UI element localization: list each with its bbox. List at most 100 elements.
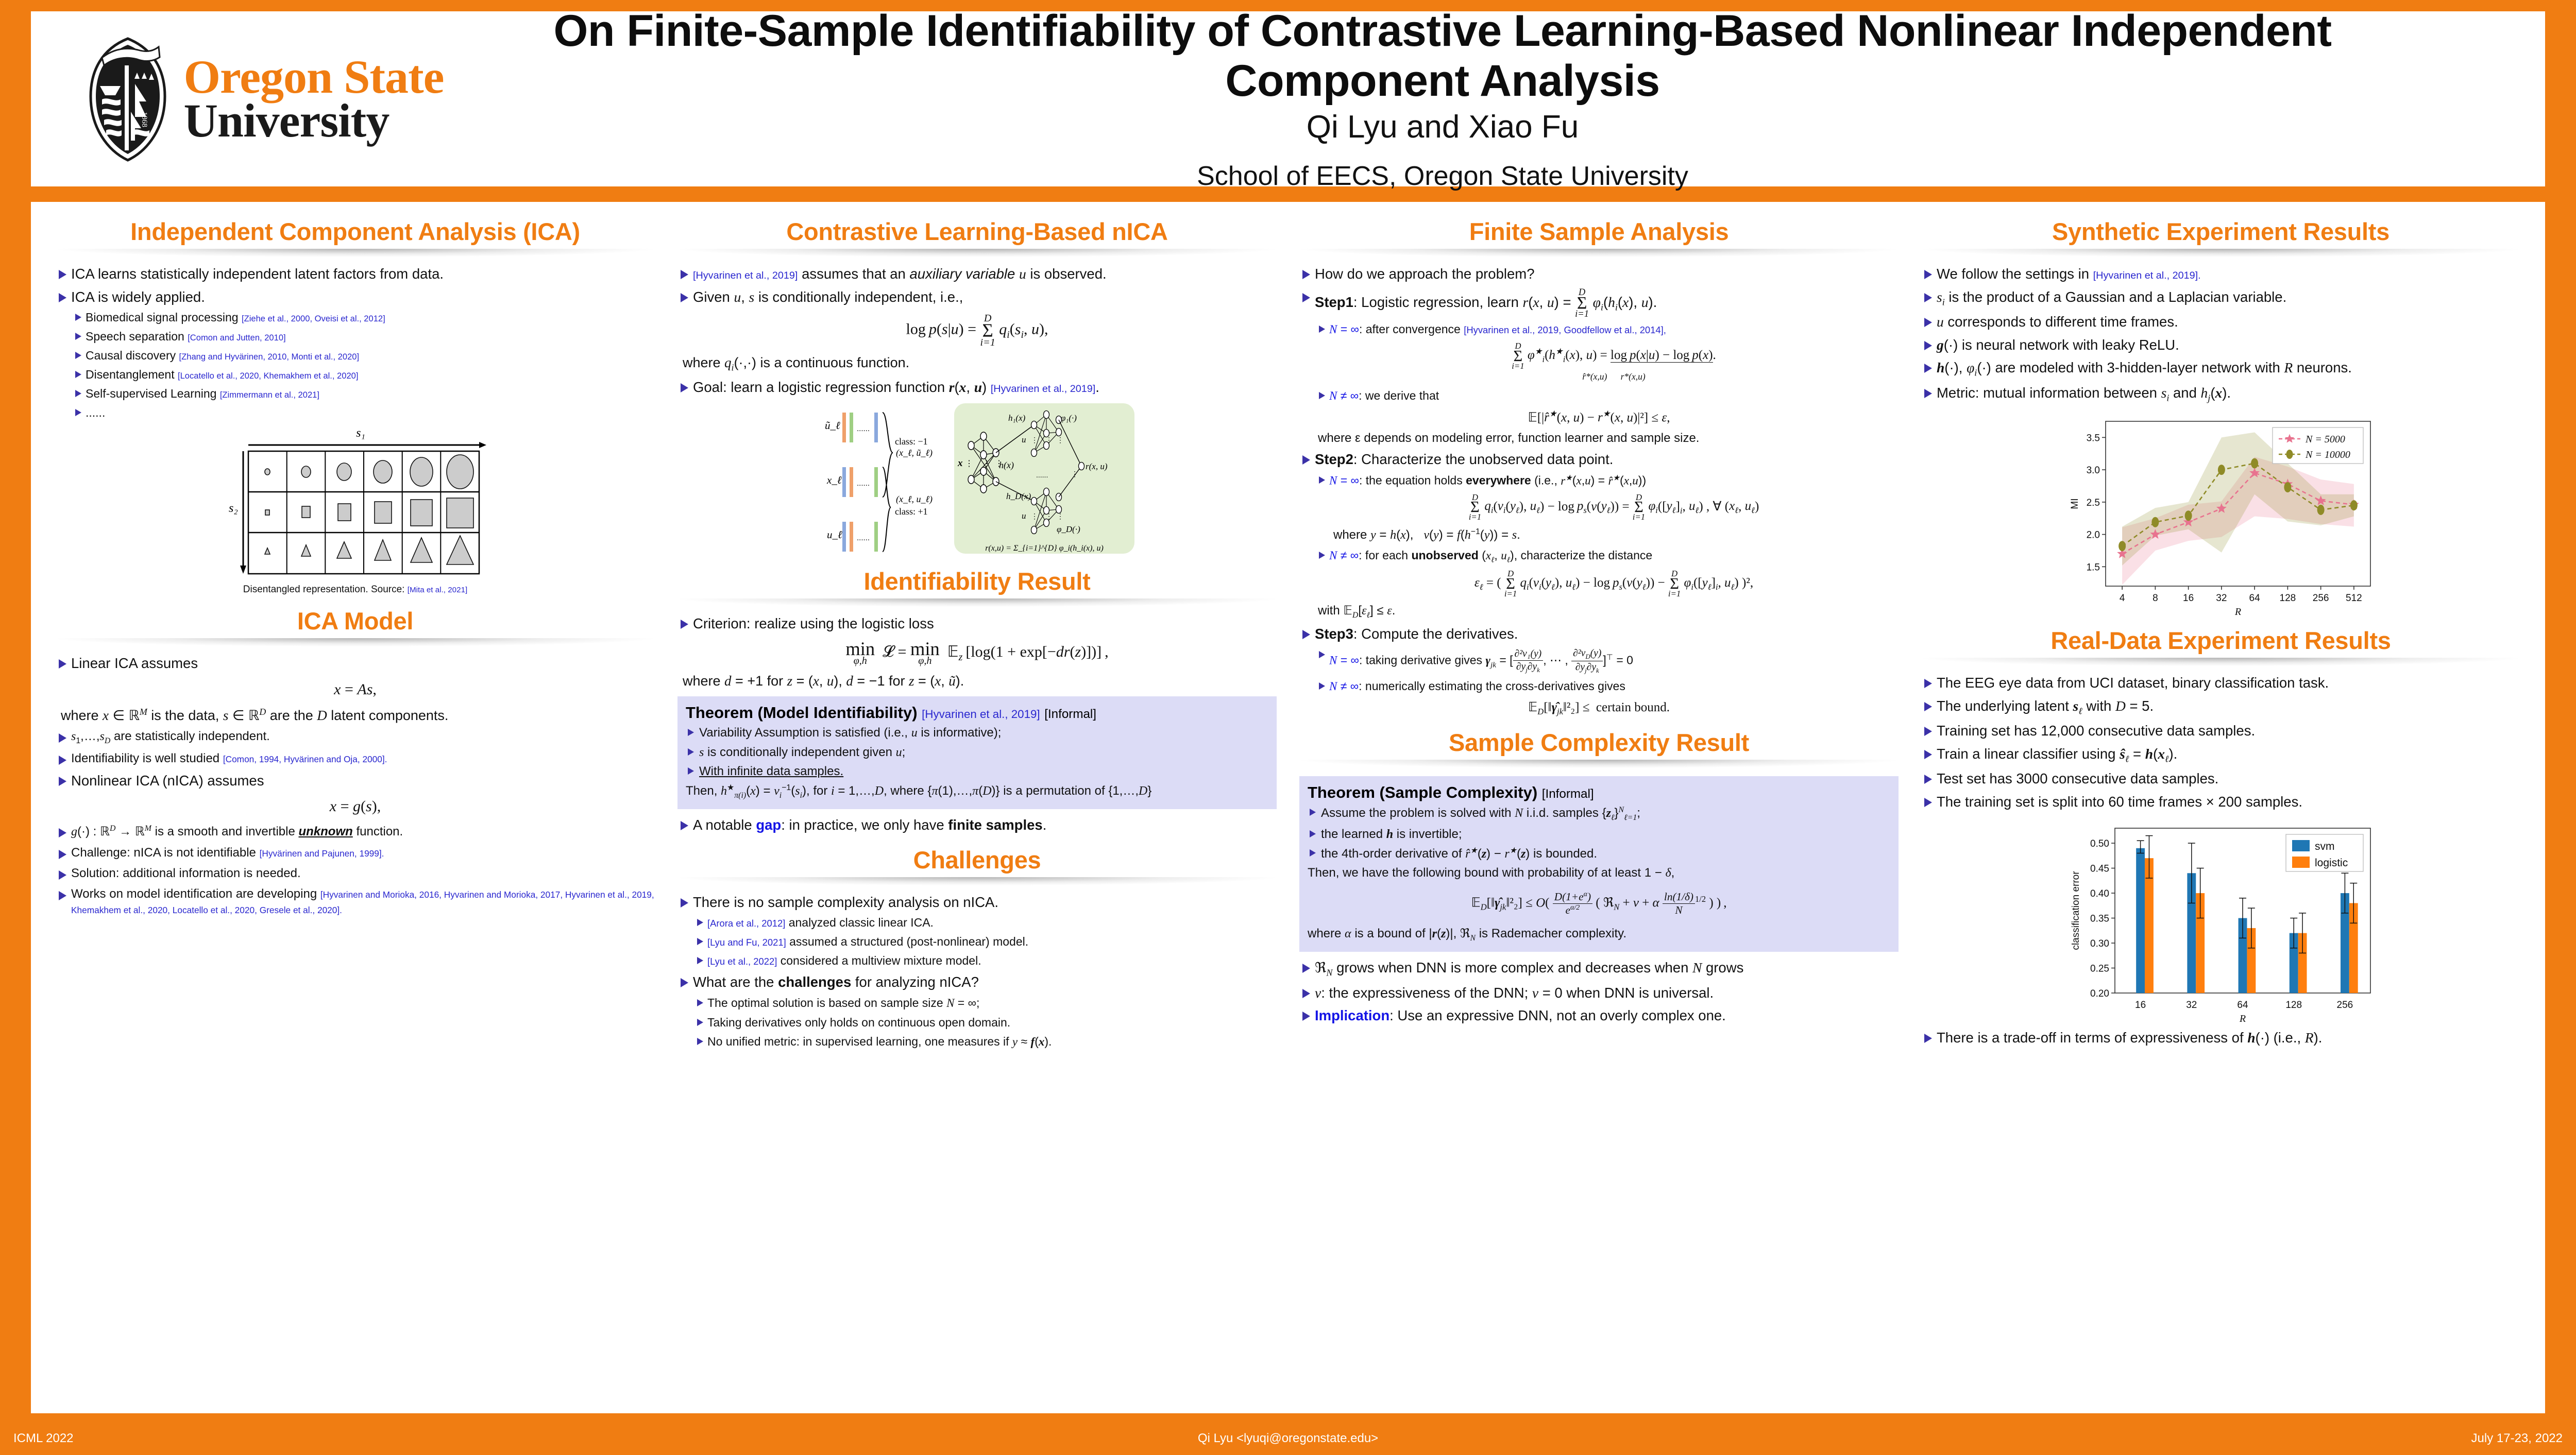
diagram-node-hD: h_D(x) [1006,491,1031,501]
diagram-node-h1: h₁(x) [1008,413,1026,423]
list-item: Step1: Logistic regression, learn r(x, u… [1299,287,1899,404]
footer-contact: Qi Lyu <lyuqi@oregonstate.edu> [1197,1431,1379,1445]
svg-text:0.45: 0.45 [2090,864,2109,875]
theorem-conclusion: Then, h★π(i)(x) = vi−1(si), for i = 1,…,… [686,783,1152,800]
theorem-sample-complexity: Theorem (Sample Complexity) [Informal] A… [1299,776,1899,952]
diagram-label-u: u_ℓ [827,528,842,541]
challenges-sublist-2: The optimal solution is based on sample … [693,996,1277,1050]
underbrace-rhat: r̂*(x,u) [1582,371,1607,382]
list-item: s is conditionally independent given u; [686,745,1268,760]
step1-sublist: N = ∞: after convergence [Hyvarinen et a… [1315,322,1899,403]
svg-text:3.0: 3.0 [2086,465,2099,476]
list-item: How do we approach the problem? [1299,265,1899,283]
mi-line-chart: 1.5 2.0 2.5 3.0 3.5 4 8 16 32 64 128 256 512 MI R N = 5… [1921,409,2520,615]
realdata-list: The EEG eye data from UCI dataset, binar… [1921,674,2520,811]
step3-list: Step3: Compute the derivatives. N = ∞: t… [1299,625,1899,694]
list-item: Goal: learn a logistic regression functi… [677,379,1277,397]
list-item: h(·), φi(·) are modeled with 3-hidden-la… [1921,359,2520,379]
list-item: [Lyu et al., 2022] considered a multivie… [693,953,1277,968]
theorem-model-identifiability: Theorem (Model Identifiability) [Hyvarin… [677,696,1277,810]
list-item: [Hyvarinen et al., 2019] assumes that an… [677,265,1277,283]
poster-header: 1868 Oregon State University On Finite-S… [31,6,2545,191]
section-heading-sample-complexity: Sample Complexity Result [1448,729,1750,757]
footer-date: July 17-23, 2022 [2471,1431,2563,1445]
step2-list: Step2: Characterize the unobserved data … [1299,451,1899,597]
figure-caption: Disentangled representation. Source: [Mi… [243,584,468,595]
section-heading-identifiability: Identifiability Result [863,568,1091,595]
svg-text:256: 256 [2336,1000,2353,1011]
bar-chart-svg: 0.20 0.25 0.30 0.35 0.40 0.45 0.50 16 32 64 128 256… [2071,828,2371,1022]
diagram-vdots: ⋮ [1045,512,1053,520]
list-item: g(·) : ℝD → ℝM is a smooth and invertibl… [56,824,655,840]
gap-list: A notable gap: in practice, we only have… [677,816,1277,834]
diagram-label-x: x_ℓ [826,474,842,486]
synthetic-list: We follow the settings in [Hyvarinen et … [1921,265,2520,404]
section-divider [58,249,653,257]
list-item: [Lyu and Fu, 2021] assumed a structured … [693,934,1277,949]
list-item: Test set has 3000 consecutive data sampl… [1921,770,2520,788]
diagram-node-phi1: φ₁(·) [1061,413,1077,423]
list-item: Variability Assumption is satisfied (i.e… [686,725,1268,741]
list-item: The underlying latent sℓ with D = 5. [1921,697,2520,717]
list-item: Disentanglement [Locatello et al., 2020,… [71,367,655,382]
where-q: where qi(·,·) is a continuous function. [683,355,910,373]
svg-text:128: 128 [2285,1000,2302,1011]
goal-list: Goal: learn a logistic regression functi… [677,379,1277,397]
poster-footer: ICML 2022 Qi Lyu <lyuqi@oregonstate.edu>… [0,1423,2576,1455]
svg-text:16: 16 [2183,593,2194,604]
list-item: Linear ICA assumes [56,655,655,673]
section-divider [1923,658,2518,666]
equation-epsilon-bound: 𝔼[|r̂★(x, u) − r★(x, u)|²] ≤ ε, [1528,408,1670,425]
section-divider [58,638,653,647]
title-block: On Finite-Sample Identifiability of Cont… [495,6,2545,192]
list-item: Works on model identification are develo… [56,886,655,917]
with-eps: with 𝔼D[εℓ] ≤ ε. [1318,604,1396,620]
section-heading-realdata: Real-Data Experiment Results [2050,627,2391,655]
list-item: N ≠ ∞: we derive that [1315,388,1899,404]
svg-text:N = 10000: N = 10000 [2305,449,2350,460]
post-theorem-list: ℜN grows when DNN is more complex and de… [1299,959,1899,1025]
diagram-caption: r(x,u) = Σ_{i=1}^{D} φ_i(h_i(x), u) [985,544,1104,553]
list-item: g(·) is neural network with leaky ReLU. [1921,336,2520,354]
list-item: ℜN grows when DNN is more complex and de… [1299,959,1899,979]
contrastive-bullet-list: [Hyvarinen et al., 2019] assumes that an… [677,265,1277,306]
list-item: Self-supervised Learning [Zimmermann et … [71,386,655,401]
list-item: N ≠ ∞: for each unobserved (xℓ, uℓ), cha… [1315,548,1899,597]
svg-text:MI: MI [2070,498,2080,509]
section-heading-synthetic: Synthetic Experiment Results [2052,218,2390,245]
diagram-vdots: ⋮ [1057,512,1064,520]
diagram-vdots: ⋮ [1057,436,1064,444]
list-item: Nonlinear ICA (nICA) assumes [56,772,655,790]
svg-text:256: 256 [2312,593,2329,604]
diagram-node-x: x [957,458,963,469]
svg-text:0.40: 0.40 [2090,888,2109,899]
where-y: where y = h(x), v(y) = f(h−1(y)) = s. [1333,527,1520,542]
challenges-list: There is no sample complexity analysis o… [677,894,1277,1050]
list-item: Solution: additional information is need… [56,866,655,881]
list-item: There is no sample complexity analysis o… [677,894,1277,969]
list-item: Train a linear classifier using ŝℓ = h(x… [1921,745,2520,765]
list-item: ν: the expressiveness of the DNN; ν = 0 … [1299,984,1899,1002]
list-item: s1,…,sD are statistically independent. [56,729,655,746]
list-item: N = ∞: after convergence [Hyvarinen et a… [1315,322,1899,382]
diagram-vdots: ⋮ [1045,436,1053,444]
svg-text:512: 512 [2346,593,2362,604]
list-item: Speech separation [Comon and Jutten, 201… [71,329,655,344]
ica-model-list: Linear ICA assumes [56,655,655,673]
diagram-dots: ...... [1036,471,1048,479]
list-item: Training set has 12,000 consecutive data… [1921,722,2520,740]
svg-text:N = 5000: N = 5000 [2305,434,2345,445]
diagram-pair-neg: (x_ℓ, ũ_ℓ) [896,448,933,458]
classification-error-bar-chart: 0.20 0.25 0.30 0.35 0.40 0.45 0.50 16 32 64 128 256… [1921,816,2520,1022]
list-item: Assume the problem is solved with N i.i.… [1308,805,1890,823]
list-item: What are the challenges for analyzing nI… [677,973,1277,1050]
list-item: Biomedical signal processing [Ziehe et a… [71,310,655,325]
svg-text:8: 8 [2153,593,2158,604]
section-divider [1923,249,2518,257]
logo-line1: Oregon State [183,50,444,104]
list-item: Challenge: nICA is not identifiable [Hyv… [56,845,655,861]
section-divider [680,877,1275,885]
section-heading-ica: Independent Component Analysis (ICA) [130,218,580,245]
